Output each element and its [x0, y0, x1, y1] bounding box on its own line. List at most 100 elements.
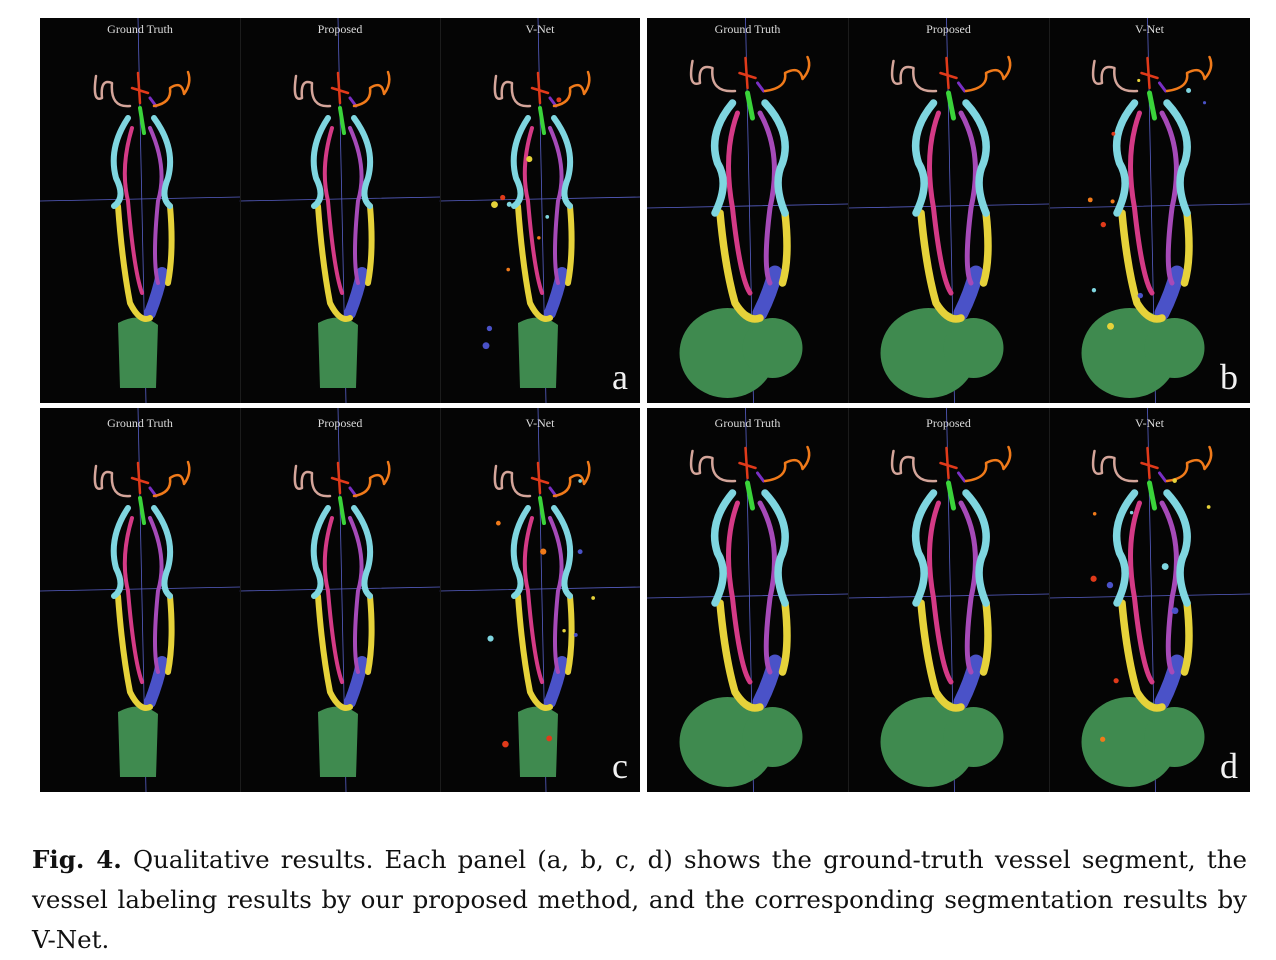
aortic-arch [318, 317, 358, 388]
view-proposed [239, 408, 441, 792]
internal-carotid-left [110, 115, 131, 209]
brachiocephalic-trunk [752, 265, 783, 321]
view-title: Ground Truth [107, 22, 173, 36]
middle-cerebral-left [1091, 449, 1139, 483]
anterior-cerebral [530, 461, 550, 495]
figure-caption: Fig. 4. Qualitative results. Each panel … [32, 840, 1247, 960]
internal-carotid-left [310, 115, 331, 209]
vertebral-artery-left [1128, 110, 1155, 296]
grid-line-horizontal [847, 593, 1050, 599]
middle-cerebral-right [152, 70, 191, 108]
aortic-arch [118, 317, 158, 388]
anterior-cerebral [130, 71, 150, 105]
anterior-cerebral [939, 56, 958, 90]
view-separator [1049, 408, 1050, 792]
segmentation-noise-fragment [482, 342, 490, 350]
vertebral-artery-left [122, 516, 144, 684]
internal-carotid-left [510, 505, 531, 599]
common-carotid-right [165, 203, 175, 286]
common-carotid-left [115, 593, 153, 711]
figure-label: Fig. 4. [32, 845, 122, 874]
common-carotid-right [979, 599, 992, 676]
segmentation-noise-fragment [1113, 678, 1119, 684]
common-carotid-right [565, 593, 575, 675]
view-ground-truth [647, 408, 849, 792]
common-carotid-left [515, 593, 553, 711]
grid-line-horizontal [239, 196, 441, 202]
basilar-artery [946, 480, 956, 511]
common-carotid-left [315, 593, 353, 711]
view-v-net [439, 18, 640, 403]
panel-d: Ground Truth Proposed V-Net d [647, 408, 1250, 792]
middle-cerebral-right [552, 70, 591, 108]
brachiocephalic-trunk [1154, 265, 1185, 321]
vertebral-artery-right [958, 110, 978, 286]
internal-carotid-left [1112, 99, 1139, 217]
segmentation-noise-fragment [1186, 88, 1192, 93]
common-carotid-right [565, 203, 575, 286]
vertebral-artery-left [726, 110, 753, 296]
middle-cerebral-right [964, 55, 1012, 93]
segmentation-noise-fragment [1087, 197, 1093, 203]
panel-letter: a [612, 357, 628, 397]
vertebral-artery-left [1128, 500, 1155, 685]
communicating-artery [756, 81, 765, 93]
internal-carotid-right [351, 505, 374, 599]
grid-line-horizontal [647, 593, 849, 599]
segmentation-noise-fragment [537, 236, 541, 240]
communicating-artery [957, 471, 966, 483]
middle-cerebral-left [293, 74, 332, 108]
middle-cerebral-right [352, 460, 391, 498]
segmentation-noise-fragment [1206, 505, 1211, 509]
brachiocephalic-trunk [1154, 654, 1185, 710]
segmentation-noise-fragment [1137, 78, 1141, 83]
internal-carotid-left [1112, 489, 1139, 607]
internal-carotid-left [911, 99, 938, 217]
aortic-arch [518, 317, 558, 388]
view-title: Ground Truth [714, 416, 781, 430]
vertebral-artery-left [322, 516, 344, 684]
middle-cerebral-left [890, 59, 938, 93]
middle-cerebral-right [763, 445, 811, 483]
grid-line-horizontal [439, 196, 640, 202]
caption-text: Qualitative results. Each panel (a, b, c… [32, 845, 1247, 954]
segmentation-noise-fragment [1091, 288, 1097, 293]
anterior-cerebral [330, 71, 350, 105]
anterior-cerebral [130, 461, 150, 495]
aortic-arch-right [943, 318, 1004, 378]
anterior-cerebral [939, 446, 958, 480]
segmentation-noise-fragment [1090, 575, 1097, 582]
view-v-net [439, 408, 640, 792]
brachiocephalic-trunk [544, 267, 568, 319]
vertebral-artery-right [1159, 500, 1179, 675]
segmentation-noise-fragment [540, 548, 547, 555]
view-title: Proposed [926, 22, 971, 36]
aortic-arch-right [1144, 318, 1205, 378]
anterior-cerebral [738, 56, 757, 90]
common-carotid-right [979, 209, 992, 287]
brachiocephalic-trunk [953, 265, 984, 321]
vertebral-artery-left [522, 126, 544, 295]
view-proposed [847, 18, 1050, 403]
vertebral-artery-right [757, 500, 777, 675]
segmentation-noise-fragment [1202, 101, 1207, 105]
view-proposed [239, 18, 441, 403]
basilar-artery [1147, 480, 1157, 511]
grid-line-horizontal [1048, 593, 1250, 599]
view-title: Ground Truth [107, 416, 173, 430]
internal-carotid-right [761, 489, 789, 607]
aortic-arch [518, 706, 558, 777]
vertebral-artery-right [348, 516, 364, 674]
aortic-arch-right [1144, 707, 1205, 767]
segmentation-noise-fragment [577, 549, 583, 555]
segmentation-noise-fragment [546, 735, 553, 742]
view-title: V-Net [525, 22, 555, 36]
anterior-cerebral [1140, 446, 1159, 480]
internal-carotid-left [911, 489, 938, 607]
middle-cerebral-left [93, 74, 132, 108]
panel-a: Ground Truth Proposed V-Net a [40, 18, 640, 403]
middle-cerebral-left [493, 464, 532, 498]
view-separator [440, 408, 441, 792]
communicating-artery [1158, 81, 1167, 93]
segmentation-noise-fragment [1111, 131, 1116, 136]
